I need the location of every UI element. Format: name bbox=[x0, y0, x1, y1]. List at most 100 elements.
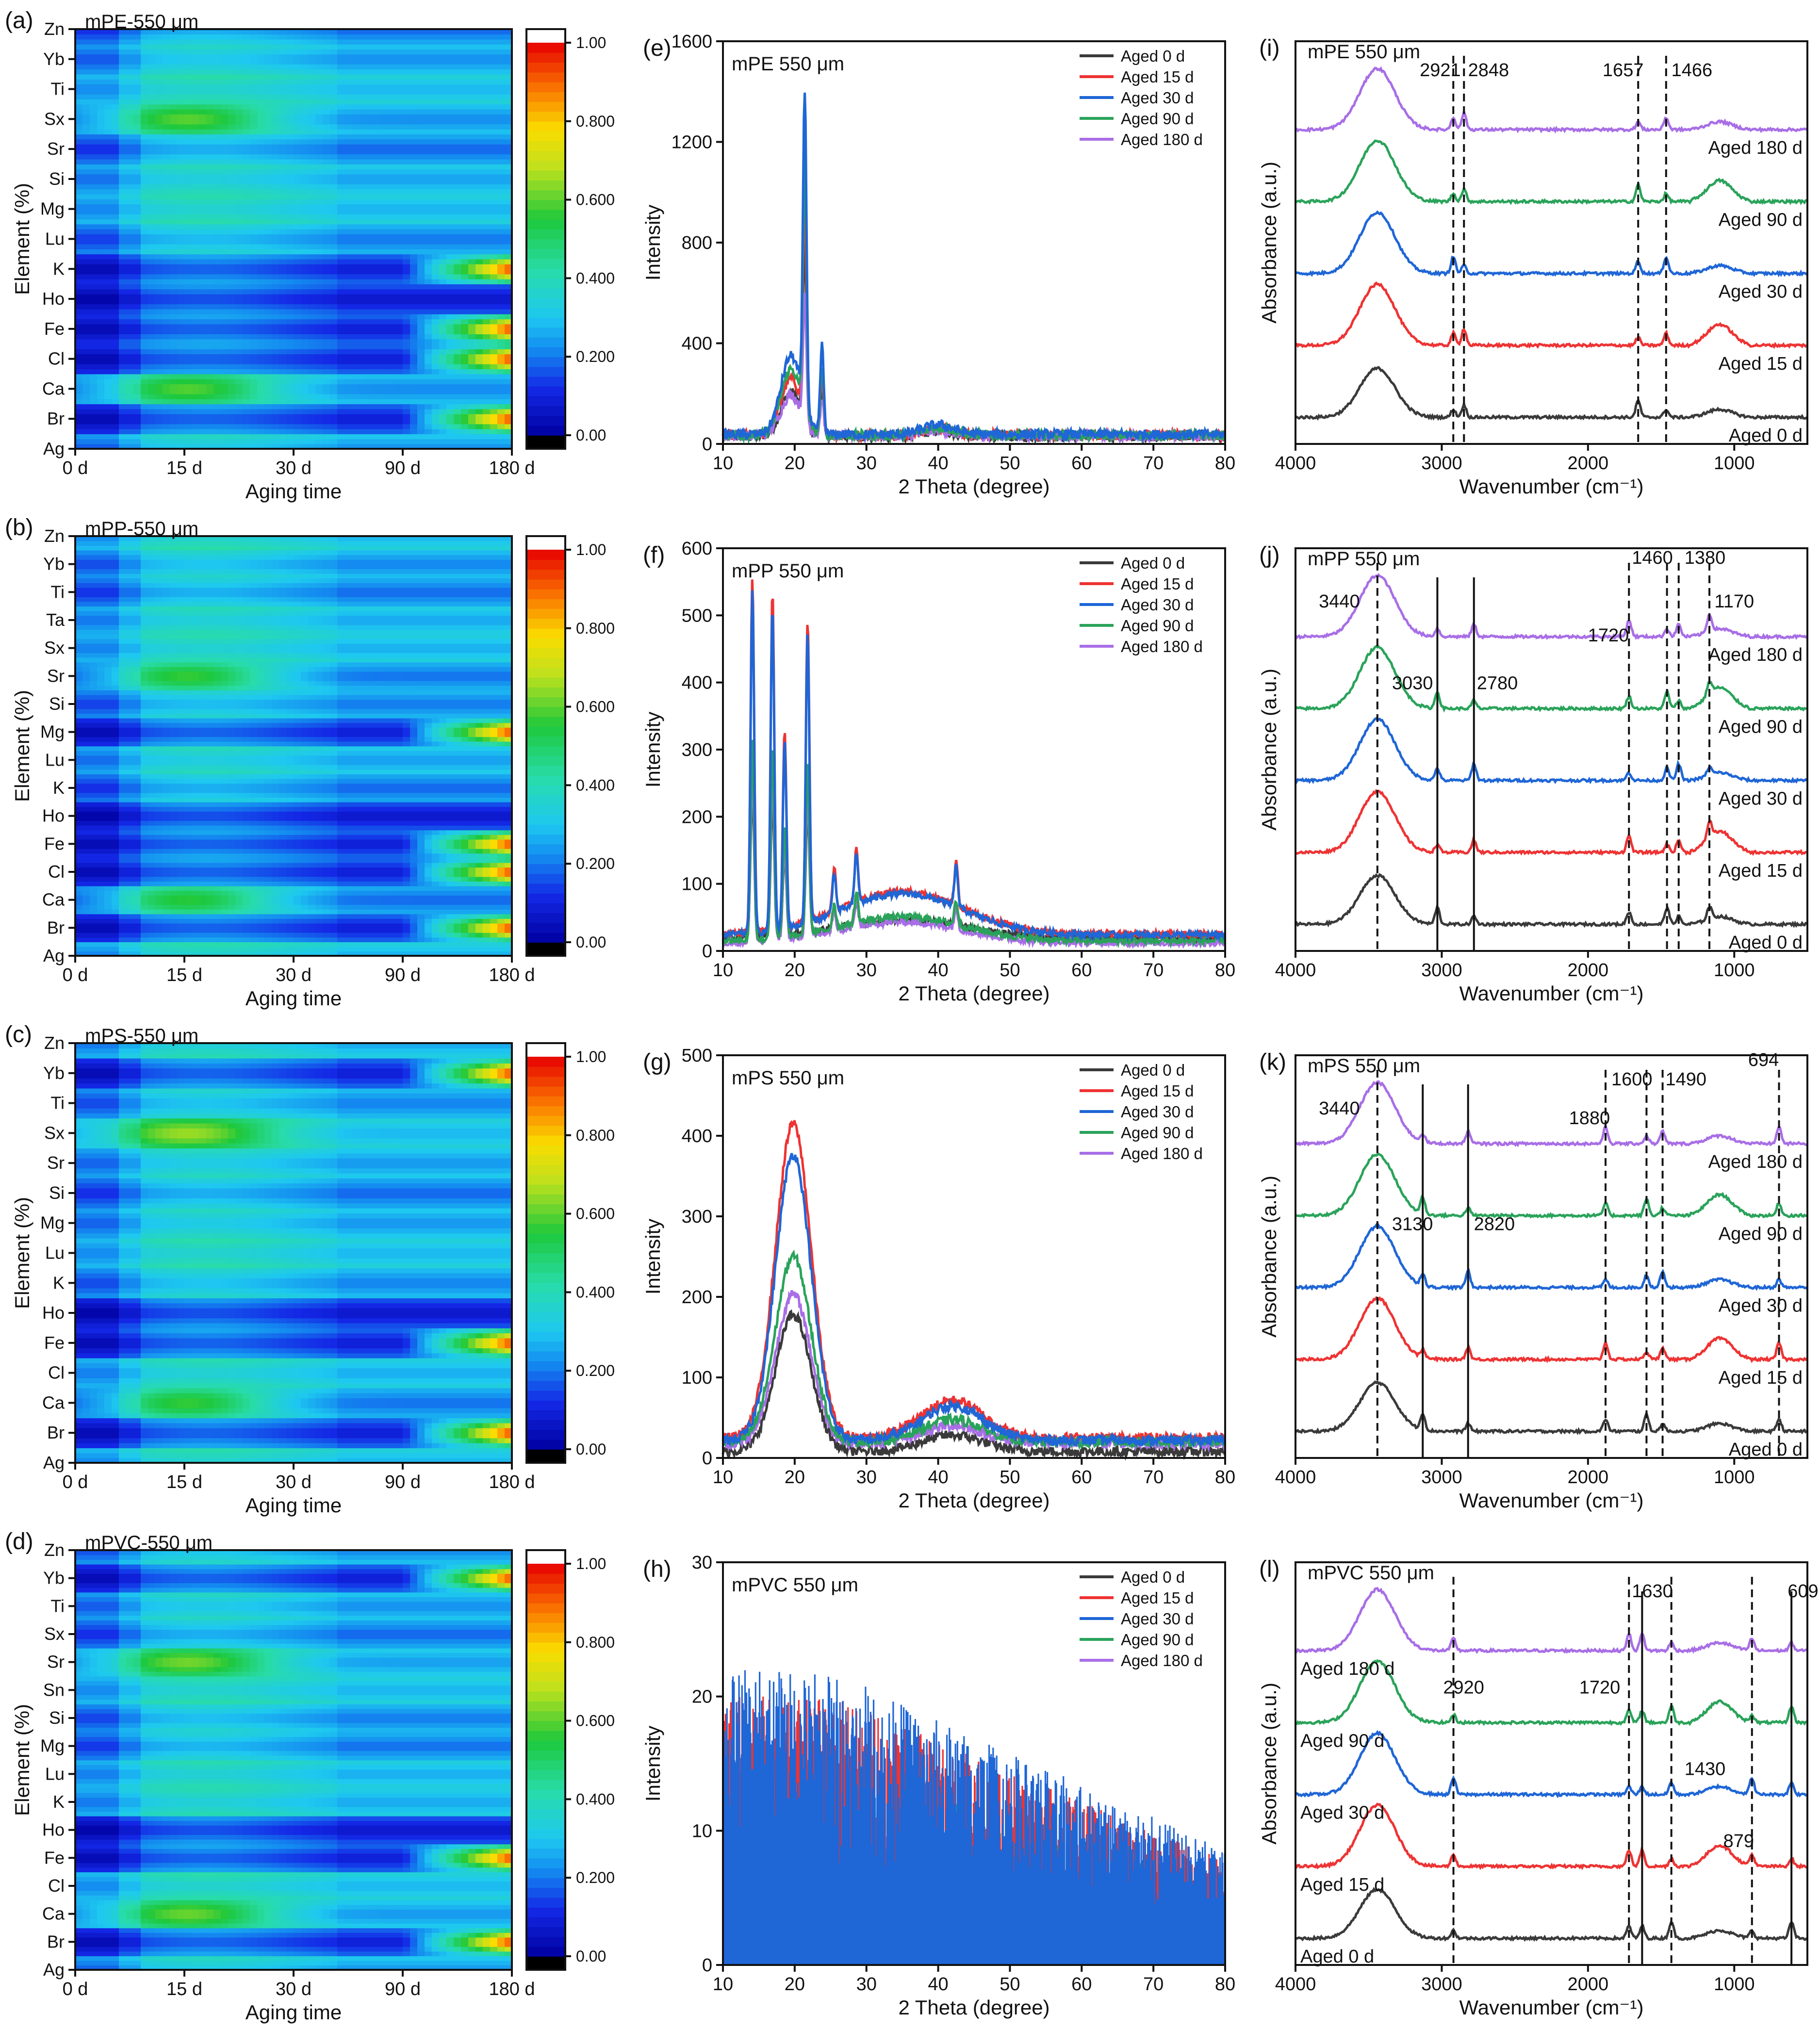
heatmap-cell bbox=[286, 64, 294, 69]
heatmap-cell bbox=[337, 364, 345, 369]
heatmap-cell bbox=[184, 144, 192, 149]
heatmap-cell bbox=[279, 34, 287, 39]
heatmap-cell bbox=[475, 349, 483, 354]
heatmap-cell bbox=[221, 124, 229, 130]
heatmap-cell bbox=[184, 254, 192, 259]
heatmap-cell bbox=[410, 234, 418, 239]
heatmap-cell bbox=[403, 219, 410, 224]
heatmap-cell bbox=[126, 254, 134, 259]
heatmap-cell bbox=[308, 164, 316, 169]
heatmap-cell bbox=[308, 419, 316, 424]
heatmap-cell bbox=[104, 34, 112, 39]
heatmap-cell bbox=[235, 259, 243, 264]
heatmap-cell bbox=[374, 324, 381, 329]
heatmap-cell bbox=[366, 224, 374, 229]
heatmap-cell bbox=[439, 384, 447, 389]
heatmap-cell bbox=[461, 129, 469, 134]
heatmap-cell bbox=[468, 174, 476, 180]
heatmap-cell bbox=[82, 159, 90, 164]
heatmap-cell bbox=[330, 74, 338, 80]
heatmap-cell bbox=[432, 164, 440, 169]
heatmap-cell bbox=[228, 329, 236, 334]
heatmap-cell bbox=[359, 219, 367, 224]
heatmap-cell bbox=[454, 129, 461, 134]
heatmap-cell bbox=[410, 284, 418, 289]
heatmap-cell bbox=[141, 209, 148, 214]
heatmap-cell bbox=[184, 69, 192, 74]
heatmap-cell bbox=[352, 189, 360, 195]
heatmap-cell bbox=[97, 264, 105, 269]
heatmap-cell bbox=[163, 194, 170, 199]
heatmap-cell bbox=[439, 69, 447, 74]
heatmap-cell bbox=[323, 429, 330, 434]
heatmap-cell bbox=[163, 114, 170, 119]
heatmap-cell bbox=[308, 44, 316, 49]
heatmap-cell bbox=[403, 369, 410, 374]
heatmap-cell bbox=[279, 199, 287, 204]
heatmap-cell bbox=[97, 174, 105, 180]
heatmap-cell bbox=[352, 334, 360, 339]
heatmap-cell bbox=[432, 59, 440, 65]
heatmap-cell bbox=[272, 114, 279, 119]
heatmap-cell bbox=[323, 99, 330, 104]
heatmap-cell bbox=[352, 414, 360, 419]
heatmap-cell bbox=[294, 199, 301, 204]
heatmap-cell bbox=[403, 384, 410, 389]
heatmap-cell bbox=[104, 299, 112, 304]
heatmap-cell bbox=[184, 209, 192, 214]
heatmap-cell bbox=[323, 299, 330, 304]
heatmap-cell bbox=[381, 119, 389, 124]
heatmap-cell bbox=[468, 59, 476, 65]
heatmap-cell bbox=[446, 154, 454, 159]
heatmap-cell bbox=[315, 309, 323, 314]
heatmap-cell bbox=[192, 179, 199, 184]
heatmap-cell bbox=[366, 384, 374, 389]
heatmap-cell bbox=[381, 414, 389, 419]
heatmap-cell bbox=[425, 324, 432, 329]
heatmap-cell bbox=[359, 394, 367, 399]
heatmap-cell bbox=[417, 439, 425, 444]
heatmap-cell bbox=[446, 224, 454, 229]
heatmap-cell bbox=[461, 229, 469, 234]
heatmap-cell bbox=[199, 199, 207, 204]
heatmap-cell bbox=[141, 429, 148, 434]
heatmap-cell bbox=[475, 219, 483, 224]
heatmap-cell bbox=[286, 389, 294, 394]
heatmap-cell bbox=[75, 114, 83, 119]
heatmap-cell bbox=[490, 144, 498, 149]
heatmap-cell bbox=[126, 44, 134, 49]
heatmap-cell bbox=[272, 189, 279, 195]
heatmap-cell bbox=[344, 404, 352, 409]
heatmap-cell bbox=[199, 319, 207, 324]
heatmap-cell bbox=[243, 274, 250, 279]
heatmap-cell bbox=[439, 284, 447, 289]
heatmap-cell bbox=[352, 89, 360, 95]
heatmap-cell bbox=[177, 109, 185, 115]
heatmap-cell bbox=[257, 129, 265, 134]
heatmap-cell bbox=[425, 254, 432, 259]
heatmap-cell bbox=[119, 59, 127, 65]
heatmap-cell bbox=[461, 419, 469, 424]
heatmap-cell bbox=[272, 119, 279, 124]
heatmap-cell bbox=[315, 84, 323, 89]
heatmap-cell bbox=[170, 289, 178, 294]
heatmap-cell bbox=[366, 294, 374, 299]
heatmap-cell bbox=[235, 359, 243, 364]
heatmap-cell bbox=[177, 324, 185, 329]
heatmap-cell bbox=[184, 214, 192, 219]
heatmap-cell bbox=[199, 434, 207, 439]
heatmap-cell bbox=[82, 189, 90, 195]
heatmap-cell bbox=[213, 54, 221, 59]
heatmap-cell bbox=[286, 299, 294, 304]
heatmap-cell bbox=[425, 129, 432, 134]
heatmap-cell bbox=[243, 414, 250, 419]
heatmap-cell bbox=[141, 384, 148, 389]
heatmap-cell bbox=[184, 309, 192, 314]
heatmap-cell bbox=[148, 39, 156, 45]
heatmap-cell bbox=[192, 304, 199, 309]
heatmap-cell bbox=[97, 364, 105, 369]
heatmap-cell bbox=[184, 419, 192, 424]
heatmap-cell bbox=[490, 164, 498, 169]
heatmap-cell bbox=[330, 314, 338, 319]
heatmap-cell bbox=[315, 359, 323, 364]
